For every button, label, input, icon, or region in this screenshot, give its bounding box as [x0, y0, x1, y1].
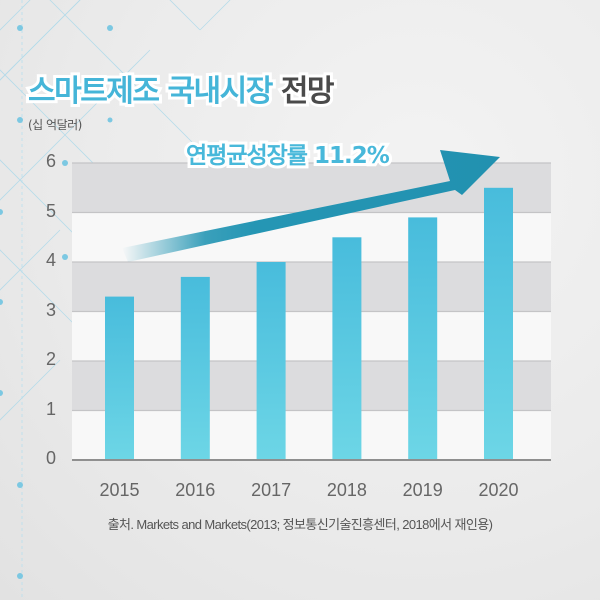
bar-2017 [256, 262, 286, 460]
x-tick-label: 2016 [175, 480, 216, 500]
y-tick-label: 2 [45, 349, 56, 369]
x-tick-label: 2020 [478, 480, 519, 500]
x-tick-label: 2017 [251, 480, 292, 500]
bar-2015 [105, 296, 134, 460]
bar-2020 [484, 187, 513, 461]
x-tick-label: 2015 [99, 480, 140, 500]
x-tick-label: 2019 [402, 480, 443, 500]
bar-2019 [408, 217, 438, 460]
bar-series [105, 187, 513, 461]
source-note: 출처. Markets and Markets(2013; 정보통신기술진흥센터… [107, 517, 493, 532]
y-tick-label: 0 [45, 448, 56, 468]
grid-lines [72, 162, 551, 412]
trend-arrow-icon [122, 150, 500, 262]
x-tick-label: 2018 [326, 480, 367, 500]
cagr-annotation: 연평균성장률 11.2% [183, 140, 393, 172]
chart-title-accent: 스마트제조 국내시장 [25, 71, 276, 112]
y-tick-label: 3 [45, 299, 56, 320]
y-tick-label: 5 [45, 200, 56, 221]
y-tick-label: 6 [45, 151, 56, 171]
chart-title-dark: 전망 [278, 71, 338, 112]
bar-2016 [180, 276, 210, 461]
grid-bands [72, 163, 551, 460]
y-tick-label: 1 [45, 398, 56, 419]
unit-label: (십 억달러) [28, 118, 82, 132]
chart-title: 스마트제조 국내시장 전망 [25, 66, 338, 112]
bar-2018 [332, 237, 362, 461]
y-tick-label: 4 [45, 250, 56, 270]
